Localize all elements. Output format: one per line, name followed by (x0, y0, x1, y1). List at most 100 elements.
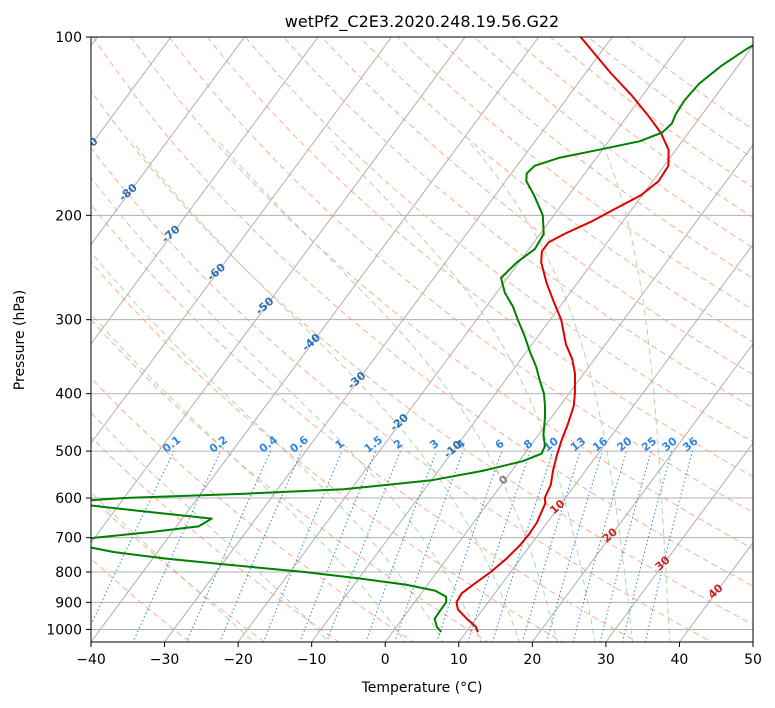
dry-adiabat-line (91, 203, 639, 642)
mixing-ratio-line (644, 450, 693, 642)
y-axis: 100 200 300 400 500 600 700 800 900 1000 (46, 30, 91, 638)
isotherm-line (311, 44, 753, 642)
dry-adiabat-line (473, 37, 753, 249)
plot-frame (90, 36, 754, 643)
isotherm-line (384, 144, 753, 642)
x-tick-label: 20 (523, 652, 541, 668)
mixing-ratio-label: 8 (521, 437, 535, 452)
mixing-ratio-line (546, 450, 603, 642)
moist-adiabat-line (330, 140, 596, 642)
isotherm-line (91, 37, 319, 345)
x-tick-label: 50 (744, 652, 762, 668)
mixing-ratio-line (622, 450, 673, 642)
dry-adiabat-line (91, 496, 266, 642)
isotherm-label: 20 (600, 525, 620, 545)
isotherm-label: -60 (205, 260, 229, 283)
dry-adiabat-line (91, 261, 564, 642)
x-tick-label: −30 (150, 652, 180, 668)
isotherm-label: -70 (159, 222, 183, 245)
isotherm-line (531, 342, 753, 642)
x-tick-label: 10 (450, 652, 468, 668)
isotherm-label: 40 (706, 581, 726, 601)
isotherm-line (458, 243, 753, 642)
x-tick-label: 40 (671, 652, 689, 668)
dewpoint-profile-line (91, 44, 753, 633)
mixing-ratio-line (186, 450, 272, 642)
dry-adiabat-line (130, 37, 753, 550)
dry-adiabat-line (549, 37, 753, 189)
mixing-ratio-label: 0.2 (207, 433, 230, 455)
mixing-ratio-label: 3 (427, 437, 441, 452)
mixing-ratio-line (467, 450, 531, 642)
mixing-ratio-line (219, 450, 302, 642)
isotherm-label: -20 (388, 411, 412, 434)
mixing-ratio-line (521, 450, 581, 642)
y-tick-label: 200 (55, 208, 82, 224)
x-tick-label: −10 (297, 652, 327, 668)
moist-adiabat-line (91, 491, 255, 642)
isotherm-line (91, 37, 393, 445)
mixing-ratio-line (572, 450, 628, 642)
dry-adiabat-line (91, 146, 713, 642)
dry-adiabat-line (244, 37, 753, 443)
y-tick-label: 100 (55, 30, 82, 46)
isotherm-line (605, 442, 753, 642)
isotherm-line (752, 641, 753, 642)
mixing-ratio-label: 6 (493, 437, 507, 452)
y-tick-label: 600 (55, 491, 82, 507)
x-tick-label: −20 (223, 652, 253, 668)
dry-adiabat-line (91, 377, 415, 642)
chart-title: wetPf2_C2E3.2020.248.19.56.G22 (285, 12, 559, 32)
dry-adiabat-line (282, 37, 753, 409)
mixing-ratio-line (326, 450, 401, 642)
isotherm-label: -80 (116, 181, 140, 204)
dry-adiabat-line (359, 37, 753, 343)
y-axis-label: Pressure (hPa) (12, 290, 28, 390)
mixing-ratio-line (599, 450, 652, 642)
dry-adiabat-line (91, 318, 489, 642)
dry-adiabat-line (625, 37, 753, 131)
dry-adiabat-line (435, 37, 753, 280)
dry-adiabat-line (92, 37, 753, 587)
x-tick-label: 0 (381, 652, 390, 668)
y-tick-label: 1000 (46, 622, 82, 638)
x-axis: −40 −30 −20 −10 0 10 20 30 40 50 (76, 642, 762, 668)
moist-adiabat-line (91, 176, 482, 642)
mixing-ratio-label: 0.4 (257, 433, 281, 455)
mixing-ratio-label: 0.1 (160, 433, 183, 455)
y-tick-label: 300 (55, 313, 82, 329)
dry-adiabat-line (206, 37, 753, 478)
mixing-ratio-label: 0.6 (288, 433, 312, 455)
isotherm-label: -90 (77, 134, 101, 157)
temperature-profile-line (455, 37, 670, 633)
mixing-ratio-line (263, 450, 343, 642)
y-tick-label: 500 (55, 444, 82, 460)
isotherm-line (91, 37, 246, 246)
background-lines (91, 37, 753, 642)
x-axis-label: Temperature (°C) (361, 680, 483, 696)
x-tick-label: 30 (597, 652, 615, 668)
y-tick-label: 900 (55, 595, 82, 611)
moist-adiabat-line (218, 140, 558, 642)
y-tick-label: 800 (55, 565, 82, 581)
reference-line-labels: 0.1 0.2 0.4 0.6 1 1.5 2 3 4 6 8 10 13 16 20 25 30 36-100-… (40, 79, 726, 601)
mixing-ratio-label: 2 (391, 437, 405, 452)
isotherm-label: -100 (40, 79, 69, 107)
mixing-ratio-line (365, 450, 437, 642)
isotherm-label: -40 (300, 331, 324, 354)
isotherm-line (91, 37, 466, 544)
y-tick-label: 700 (55, 531, 82, 547)
dry-adiabat-line (91, 89, 753, 626)
mixing-ratio-line (492, 450, 554, 642)
mixing-ratio-line (132, 450, 222, 642)
mixing-ratio-line (436, 450, 503, 642)
isotherm-line (678, 541, 753, 642)
mixing-ratio-label: 1.5 (362, 433, 385, 455)
dry-adiabat-line (168, 37, 753, 513)
isotherm-line (163, 37, 613, 642)
dry-adiabat-line (511, 37, 753, 218)
x-tick-label: −40 (76, 652, 106, 668)
moist-adiabat-line (91, 313, 406, 642)
moist-adiabat-line (601, 141, 671, 642)
